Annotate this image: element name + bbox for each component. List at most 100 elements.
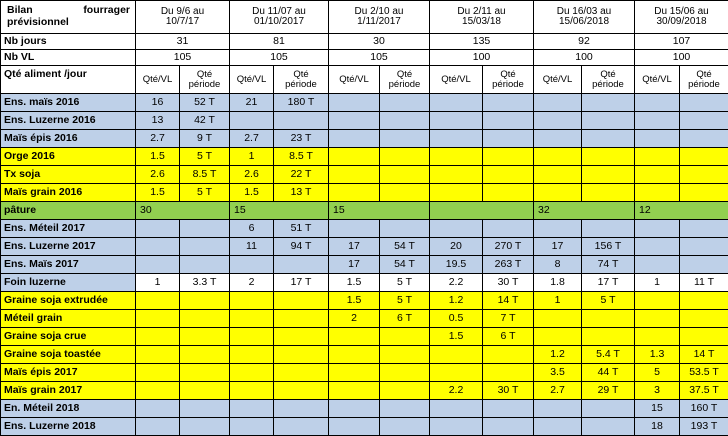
period-value-cell: 12 <box>635 202 728 220</box>
qte-periode-cell <box>582 328 635 346</box>
nb-jours-label: Nb jours <box>1 34 136 50</box>
qte-vl-cell: 2.7 <box>230 130 274 148</box>
qte-periode-cell <box>680 130 728 148</box>
qte-periode-cell <box>380 112 430 130</box>
qte-periode-cell <box>274 256 329 274</box>
qte-vl-cell <box>329 94 380 112</box>
qte-periode-cell <box>180 256 230 274</box>
qte-periode-cell <box>380 346 430 364</box>
qte-vl-cell: 1 <box>534 292 582 310</box>
row-label: Ens. Méteil 2017 <box>1 220 136 238</box>
qte-periode-cell: 23 T <box>274 130 329 148</box>
qte-vl-cell <box>230 364 274 382</box>
row-label: Graine soja crue <box>1 328 136 346</box>
qte-periode-cell: 74 T <box>582 256 635 274</box>
nb-vl-label: Nb VL <box>1 50 136 66</box>
qte-vl-cell <box>534 418 582 436</box>
qte-vl-cell <box>635 94 680 112</box>
row-label: Tx soja <box>1 166 136 184</box>
qte-vl-cell: 3 <box>635 382 680 400</box>
qte-vl-cell: 2 <box>329 310 380 328</box>
qte-periode-cell <box>380 94 430 112</box>
qte-periode-cell <box>483 184 534 202</box>
qte-vl-cell: 17 <box>329 238 380 256</box>
qte-periode-cell: 14 T <box>680 346 728 364</box>
qte-vl-cell <box>430 112 483 130</box>
qte-periode-cell: 22 T <box>274 166 329 184</box>
row-label: Ens. Luzerne 2016 <box>1 112 136 130</box>
qte-periode-cell <box>180 292 230 310</box>
qte-vl-cell <box>534 94 582 112</box>
qte-vl-cell: 17 <box>329 256 380 274</box>
qte-vl-cell <box>430 418 483 436</box>
qte-vl-cell: 2.2 <box>430 274 483 292</box>
table-title: Bilan fourrager prévisionnel <box>1 1 136 34</box>
qte-vl-cell: 1 <box>635 274 680 292</box>
qte-vl-cell <box>329 418 380 436</box>
qte-vl-cell <box>430 364 483 382</box>
row-label: Ens. Luzerne 2018 <box>1 418 136 436</box>
qte-periode-cell <box>680 238 728 256</box>
qte-vl-cell <box>230 310 274 328</box>
qte-vl-cell: 2.6 <box>230 166 274 184</box>
qte-periode-cell: 14 T <box>483 292 534 310</box>
qte-vl-cell <box>136 364 180 382</box>
qte-vl-cell <box>534 112 582 130</box>
qte-periode-cell <box>274 382 329 400</box>
qte-vl-cell <box>136 382 180 400</box>
nb-jours-value: 30 <box>329 34 430 50</box>
qte-periode-cell <box>180 220 230 238</box>
qte-periode-cell <box>582 184 635 202</box>
qte-periode-cell <box>483 166 534 184</box>
qte-vl-cell <box>230 292 274 310</box>
qte-vl-cell <box>430 94 483 112</box>
row-label: Méteil grain <box>1 310 136 328</box>
qte-periode-cell: 37.5 T <box>680 382 728 400</box>
qte-vl-cell: 2.2 <box>430 382 483 400</box>
qte-periode-cell <box>582 418 635 436</box>
row-label: Ens. maïs 2016 <box>1 94 136 112</box>
qte-vl-cell: 6 <box>230 220 274 238</box>
qte-vl-cell: 13 <box>136 112 180 130</box>
qte-periode-cell <box>180 364 230 382</box>
qte-vl-cell <box>136 292 180 310</box>
qte-periode-cell: 3.3 T <box>180 274 230 292</box>
qte-periode-cell: 5 T <box>582 292 635 310</box>
qte-periode-cell <box>582 220 635 238</box>
qte-vl-cell: 5 <box>635 364 680 382</box>
qte-vl-cell <box>534 310 582 328</box>
qte-vl-cell: 1.5 <box>136 184 180 202</box>
qte-periode-cell: 160 T <box>680 400 728 418</box>
qte-vl-cell <box>136 220 180 238</box>
qte-vl-cell <box>329 364 380 382</box>
qte-vl-cell <box>534 130 582 148</box>
qte-vl-cell <box>136 310 180 328</box>
qte-periode-cell <box>380 400 430 418</box>
qte-periode-cell <box>274 328 329 346</box>
qte-periode-cell <box>582 310 635 328</box>
row-label: En. Méteil 2018 <box>1 400 136 418</box>
row-label: Ens. Luzerne 2017 <box>1 238 136 256</box>
qte-periode-cell <box>483 148 534 166</box>
nb-vl-value: 100 <box>534 50 635 66</box>
qte-periode-cell <box>680 256 728 274</box>
qte-periode-cell: 5 T <box>180 148 230 166</box>
qte-vl-cell <box>230 400 274 418</box>
qte-periode-cell <box>680 112 728 130</box>
qte-vl-cell <box>635 220 680 238</box>
qte-periode-cell: 30 T <box>483 382 534 400</box>
qte-vl-cell <box>329 382 380 400</box>
